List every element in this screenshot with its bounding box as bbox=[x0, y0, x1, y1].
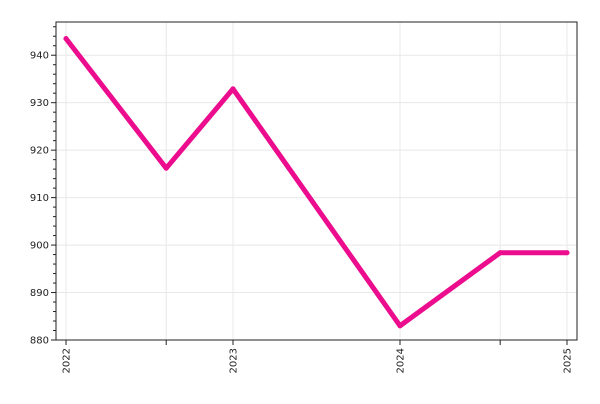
x-tick-label: 2024 bbox=[395, 348, 406, 373]
data-point bbox=[163, 165, 169, 171]
data-point bbox=[230, 86, 236, 92]
y-tick-label: 900 bbox=[30, 241, 49, 252]
y-tick-label: 880 bbox=[30, 336, 49, 347]
data-point bbox=[63, 36, 69, 42]
x-tick-label: 2025 bbox=[562, 348, 573, 373]
y-tick-label: 940 bbox=[30, 51, 49, 62]
x-tick-label: 2023 bbox=[229, 348, 240, 373]
y-tick-label: 920 bbox=[30, 146, 49, 157]
series-layer bbox=[63, 36, 570, 329]
series-line bbox=[63, 36, 570, 329]
x-axis: 2022 2023 2024 2025 bbox=[62, 340, 573, 373]
grid bbox=[56, 22, 577, 341]
plot-frame bbox=[55, 21, 578, 341]
y-tick-label: 910 bbox=[30, 193, 49, 204]
y-axis: 880 890 900 910 920 930 940 bbox=[30, 26, 56, 347]
data-point bbox=[564, 250, 570, 256]
y-tick-label: 890 bbox=[30, 288, 49, 299]
data-point bbox=[397, 323, 403, 329]
data-point bbox=[497, 250, 503, 256]
y-tick-label: 930 bbox=[30, 98, 49, 109]
x-tick-label: 2022 bbox=[62, 348, 73, 373]
